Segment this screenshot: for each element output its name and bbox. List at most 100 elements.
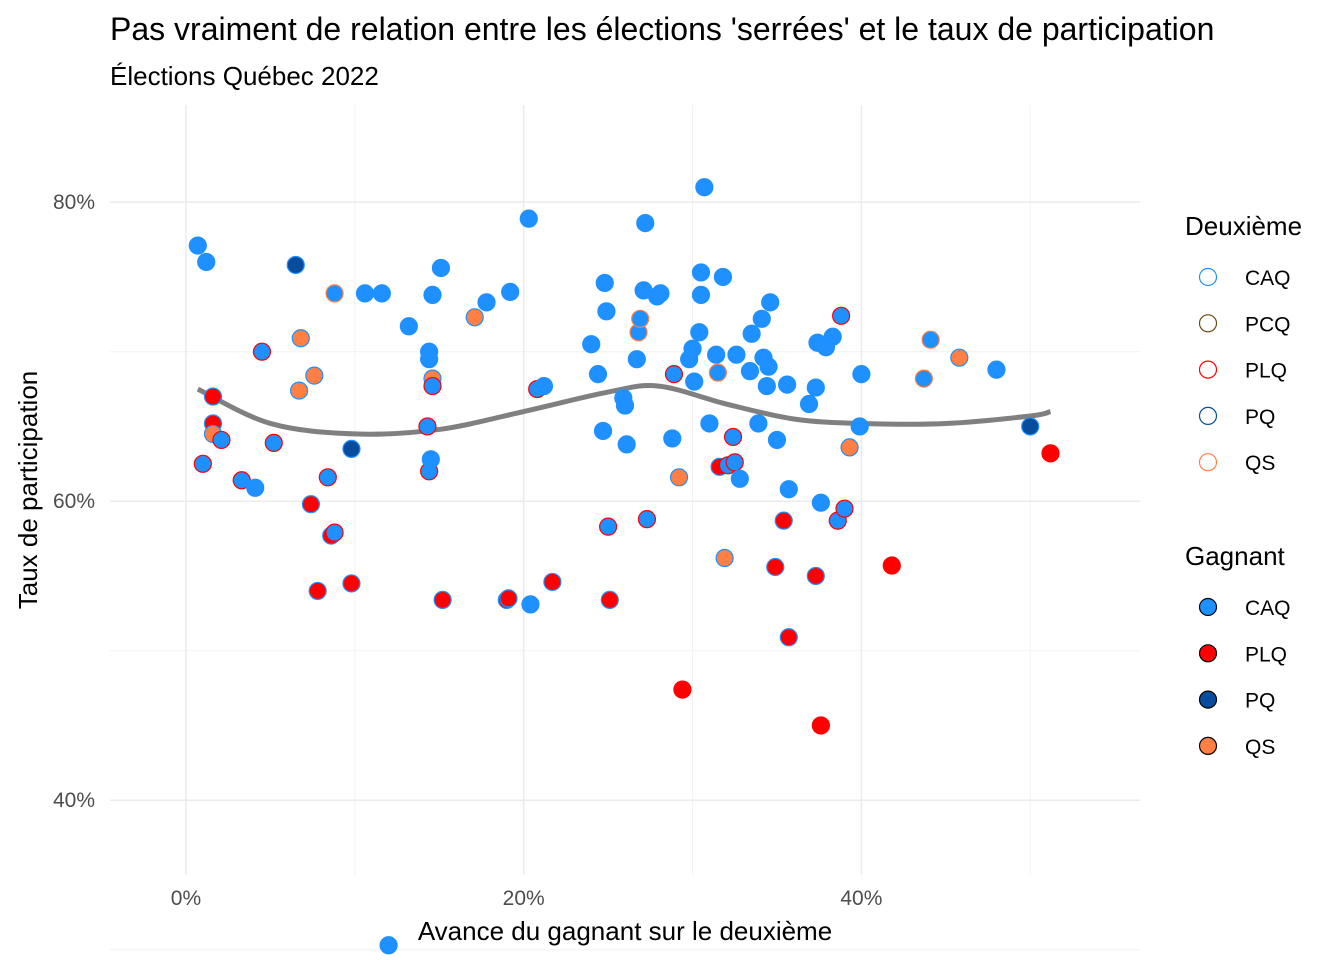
data-point xyxy=(534,376,554,396)
legend-key xyxy=(1198,406,1218,425)
data-point xyxy=(325,523,344,542)
data-point xyxy=(806,566,825,586)
legend-label: QS xyxy=(1245,452,1275,475)
data-point xyxy=(759,357,778,376)
data-point xyxy=(777,375,797,394)
data-point xyxy=(636,214,655,233)
data-point xyxy=(799,394,819,414)
data-point xyxy=(950,348,969,367)
data-point xyxy=(840,438,859,457)
data-point xyxy=(691,285,711,304)
data-point xyxy=(301,495,321,514)
smooth-trend-line xyxy=(196,383,1052,437)
data-point xyxy=(708,363,727,382)
data-point xyxy=(811,716,830,735)
data-point xyxy=(543,572,562,592)
data-point xyxy=(806,378,825,397)
data-point xyxy=(730,469,749,488)
x-tick-label: 40% xyxy=(840,887,882,910)
data-point xyxy=(418,417,437,436)
legend-key xyxy=(1198,453,1218,472)
data-point xyxy=(761,293,780,312)
data-point xyxy=(774,511,793,530)
legend-label: PQ xyxy=(1245,690,1275,713)
data-point xyxy=(519,209,538,228)
data-point xyxy=(582,335,601,354)
data-point xyxy=(779,628,798,647)
legend-label: PCQ xyxy=(1245,313,1291,336)
data-point xyxy=(325,284,344,303)
data-point xyxy=(318,468,337,487)
data-point xyxy=(663,429,682,448)
legend-key xyxy=(1198,314,1218,333)
legend-key xyxy=(1198,267,1218,287)
data-point xyxy=(599,517,618,536)
data-point xyxy=(637,510,657,529)
legends: Deuxième CAQ PCQ PLQ PQ QS Gagnant CAQ PLQ PQ QS xyxy=(1185,211,1302,759)
data-point xyxy=(499,589,518,608)
data-point xyxy=(740,362,760,381)
data-point xyxy=(501,282,520,301)
data-point xyxy=(420,342,439,361)
chart-title: Pas vraiment de relation entre les élect… xyxy=(110,11,1214,47)
data-point xyxy=(421,450,440,469)
data-point xyxy=(766,557,785,577)
data-point xyxy=(725,453,744,472)
data-point xyxy=(252,342,272,361)
data-point xyxy=(685,372,704,391)
legend-key xyxy=(1198,597,1218,617)
legend-label: CAQ xyxy=(1245,267,1291,290)
y-axis-ticks: 40% 60% 80% xyxy=(53,191,95,812)
data-point xyxy=(835,499,854,518)
data-point xyxy=(399,317,418,336)
legend-label: PLQ xyxy=(1245,360,1287,383)
data-point xyxy=(752,309,771,328)
data-point xyxy=(597,302,616,321)
data-point xyxy=(305,366,324,385)
data-point xyxy=(355,284,375,303)
legend-gagnant: Gagnant CAQ PLQ PQ QS xyxy=(1185,541,1291,759)
data-point xyxy=(723,427,743,447)
data-point xyxy=(850,417,869,436)
data-point xyxy=(651,284,670,303)
legend-key xyxy=(1198,736,1218,756)
data-point xyxy=(423,376,442,396)
legend-label: PQ xyxy=(1245,406,1275,429)
x-axis-ticks: 0% 20% 40% xyxy=(171,887,883,910)
data-point xyxy=(1021,417,1040,436)
x-tick-label: 20% xyxy=(503,887,545,910)
y-axis-title: Taux de participation xyxy=(13,371,43,609)
y-tick-label: 40% xyxy=(53,789,95,812)
data-point xyxy=(715,548,734,568)
x-axis-title: Avance du gagnant sur le deuxième xyxy=(418,916,832,946)
legend-deuxieme: Deuxième CAQ PCQ PLQ PQ QS xyxy=(1185,211,1302,475)
data-point xyxy=(700,414,719,433)
data-point xyxy=(691,263,711,282)
data-point xyxy=(286,255,305,275)
data-point xyxy=(987,360,1006,379)
data-point xyxy=(631,309,650,328)
data-point xyxy=(372,284,391,303)
data-point xyxy=(627,350,646,369)
data-point xyxy=(264,433,283,453)
data-point xyxy=(477,293,496,312)
legend-label: QS xyxy=(1245,736,1275,759)
data-point xyxy=(379,936,398,955)
data-point xyxy=(713,267,733,287)
data-point xyxy=(1041,444,1060,463)
legend-title: Deuxième xyxy=(1185,211,1302,241)
data-point xyxy=(290,381,309,400)
legend-key xyxy=(1198,690,1218,709)
data-point xyxy=(852,365,871,384)
data-point xyxy=(431,258,451,278)
data-point xyxy=(246,478,265,497)
chart-subtitle: Élections Québec 2022 xyxy=(110,61,379,91)
data-point xyxy=(617,435,636,454)
y-tick-label: 60% xyxy=(53,490,95,513)
data-point xyxy=(690,323,709,342)
data-point xyxy=(882,556,901,575)
data-point xyxy=(600,590,619,609)
data-point xyxy=(823,327,842,346)
data-point xyxy=(695,178,714,197)
data-points xyxy=(188,178,1060,955)
